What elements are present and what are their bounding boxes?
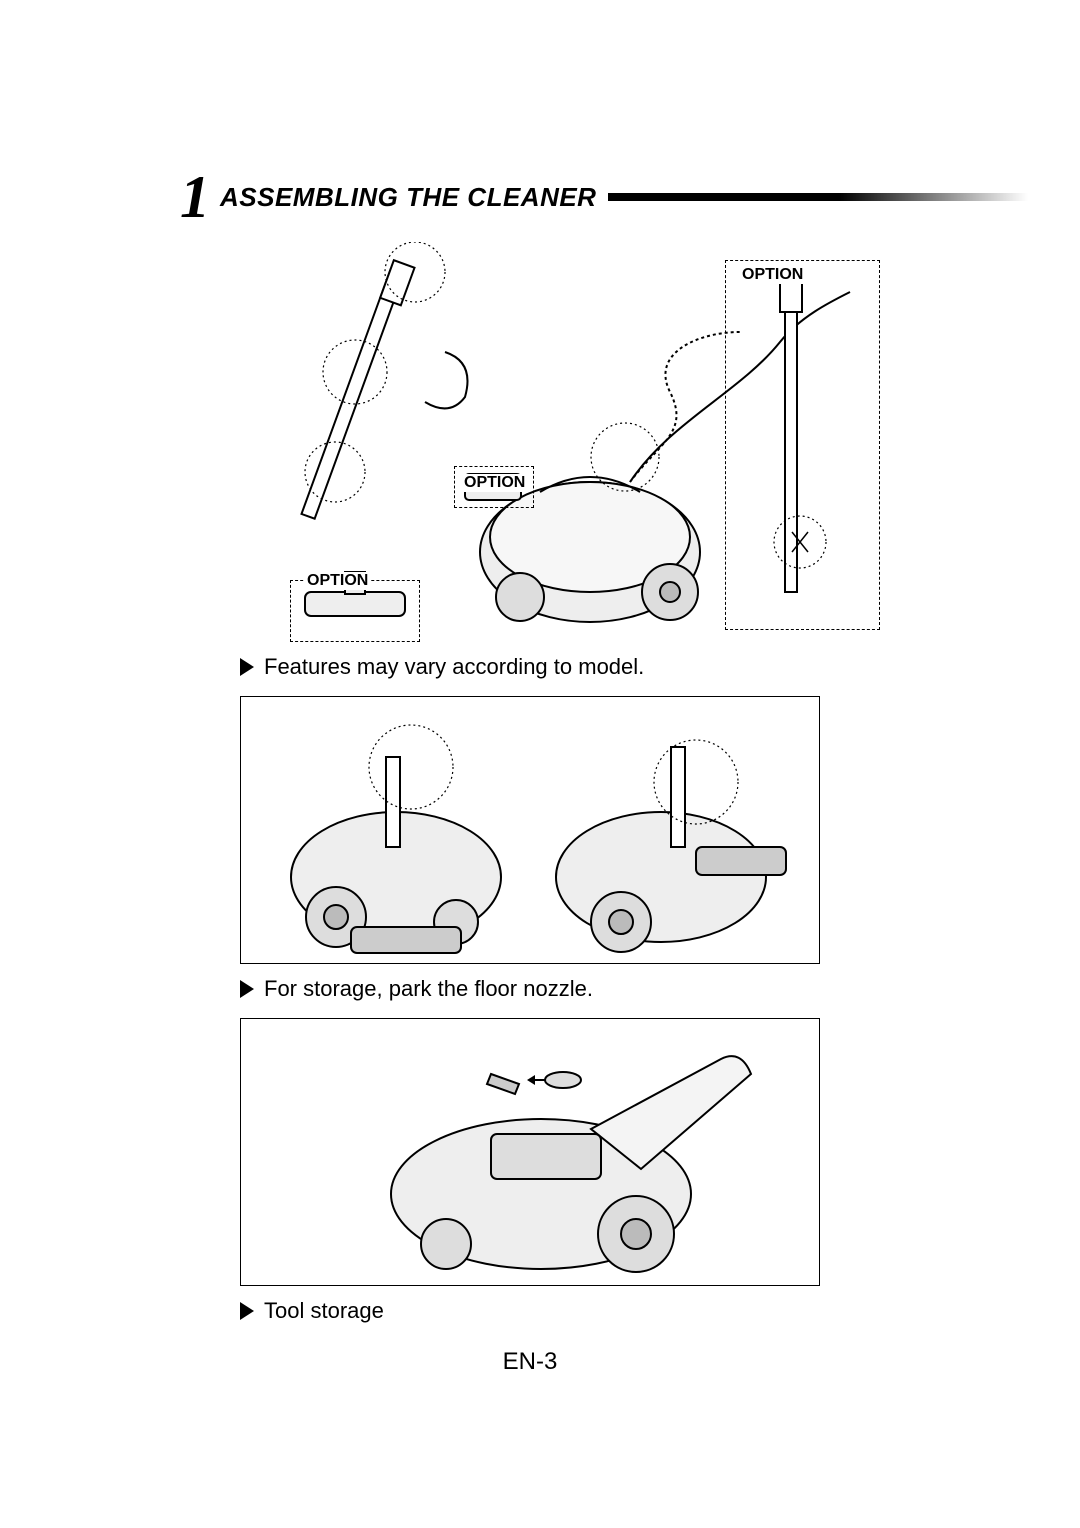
tool-storage-illustration <box>241 1019 821 1287</box>
storage-illustration <box>241 697 821 965</box>
caption-tool: Tool storage <box>240 1298 940 1324</box>
caption-features-text: Features may vary according to model. <box>264 654 644 680</box>
option-label-3: OPTION <box>740 266 805 284</box>
caption-storage-text: For storage, park the floor nozzle. <box>264 976 593 1002</box>
figure-storage <box>240 696 820 964</box>
page-number: EN-3 <box>240 1348 820 1376</box>
caption-tool-text: Tool storage <box>264 1298 384 1324</box>
caption-storage: For storage, park the floor nozzle. <box>240 976 940 1002</box>
heading-gradient-bar <box>608 193 1028 201</box>
triangle-bullet-icon <box>240 980 254 998</box>
option-label-1: OPTION <box>305 572 370 590</box>
option-box-wand <box>725 260 880 630</box>
figure-tool-storage <box>240 1018 820 1286</box>
caption-features: Features may vary according to model. <box>240 654 940 680</box>
section-heading: 1 ASSEMBLING THE CLEANER <box>180 170 940 224</box>
section-number: 1 <box>180 170 210 224</box>
option-label-2: OPTION <box>462 474 527 492</box>
figure-assembly: OPTION OPTION OPTION <box>240 242 880 642</box>
manual-page: 1 ASSEMBLING THE CLEANER <box>180 170 940 1376</box>
triangle-bullet-icon <box>240 658 254 676</box>
triangle-bullet-icon <box>240 1302 254 1320</box>
section-title: ASSEMBLING THE CLEANER <box>220 182 596 213</box>
